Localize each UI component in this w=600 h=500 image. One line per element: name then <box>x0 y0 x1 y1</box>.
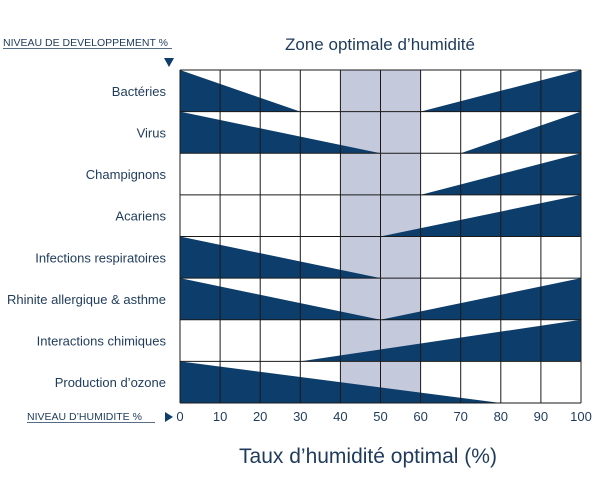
series-area-6-1 <box>180 278 381 320</box>
category-label: Acariens <box>115 209 166 224</box>
x-tick-label: 0 <box>176 409 183 424</box>
series-area-4-1 <box>380 194 581 237</box>
x-tick-label: 70 <box>453 409 467 424</box>
x-tick-label: 10 <box>213 409 227 424</box>
series-area-6-2 <box>380 278 581 320</box>
category-label: Rhinite allergique & asthme <box>7 292 166 307</box>
chart-title: Zone optimale d’humidité <box>285 35 475 54</box>
category-label: Production d’ozone <box>55 375 166 390</box>
x-tick-label: 50 <box>373 409 387 424</box>
category-label: Infections respiratoires <box>35 250 166 265</box>
series-area-2-1 <box>180 111 381 154</box>
x-tick-label: 40 <box>333 409 347 424</box>
x-tick-label: 30 <box>293 409 307 424</box>
x-tick-label: 20 <box>253 409 267 424</box>
category-label: Champignons <box>86 167 167 182</box>
x-tick-label: 80 <box>494 409 508 424</box>
series-area-7-1 <box>300 319 581 362</box>
x-axis-title: Taux d’humidité optimal (%) <box>239 445 497 468</box>
bottom-axis-label: NIVEAU D’HUMIDITE % <box>27 411 142 423</box>
series-area-1-1 <box>180 70 301 112</box>
series-area-5-1 <box>180 236 381 279</box>
category-label: Virus <box>137 125 167 140</box>
x-tick-label: 100 <box>570 409 592 424</box>
top-axis-label: NIVEAU DE DEVELOPPEMENT % <box>3 37 168 49</box>
category-label: Interactions chimiques <box>37 334 167 349</box>
x-tick-label: 60 <box>413 409 427 424</box>
bottom-axis-arrow <box>165 412 173 422</box>
series-area-2-2 <box>460 111 581 154</box>
x-tick-label: 90 <box>534 409 548 424</box>
category-label: Bactéries <box>112 84 167 99</box>
top-axis-arrow <box>164 58 174 67</box>
